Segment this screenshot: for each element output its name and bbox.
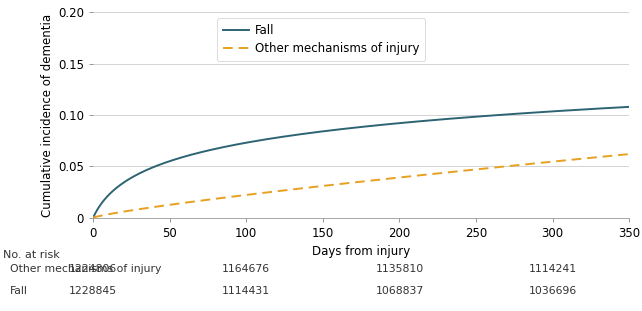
Text: 1224806: 1224806	[69, 264, 117, 274]
Other mechanisms of injury	[89, 216, 97, 220]
Other mechanisms of injury	[150, 205, 158, 209]
Text: Other mechanisms of injury: Other mechanisms of injury	[10, 264, 161, 274]
Text: 1164676: 1164676	[222, 264, 270, 274]
Other mechanisms of injury	[318, 184, 325, 188]
Fall	[295, 132, 302, 136]
Text: No. at risk: No. at risk	[3, 250, 60, 260]
Other mechanisms of injury	[295, 187, 302, 191]
Fall	[182, 154, 190, 158]
Text: 1114241: 1114241	[528, 264, 577, 274]
Text: 1068837: 1068837	[376, 286, 424, 296]
Text: Fall: Fall	[10, 286, 28, 296]
Line: Other mechanisms of injury: Other mechanisms of injury	[93, 154, 629, 218]
Fall	[318, 130, 325, 133]
Text: 1114431: 1114431	[222, 286, 270, 296]
Text: 1135810: 1135810	[376, 264, 424, 274]
Text: 1036696: 1036696	[528, 286, 577, 296]
Line: Fall: Fall	[93, 107, 629, 218]
Fall	[89, 216, 97, 220]
Other mechanisms of injury	[182, 201, 190, 204]
Other mechanisms of injury	[625, 152, 633, 156]
Y-axis label: Cumulative incidence of dementia: Cumulative incidence of dementia	[41, 13, 54, 217]
Legend: Fall, Other mechanisms of injury: Fall, Other mechanisms of injury	[217, 18, 425, 61]
Other mechanisms of injury	[615, 153, 623, 157]
Fall	[150, 165, 158, 169]
Fall	[615, 105, 623, 109]
Text: 1228845: 1228845	[69, 286, 117, 296]
Fall	[557, 109, 565, 113]
Other mechanisms of injury	[557, 159, 565, 163]
Fall	[625, 105, 633, 109]
X-axis label: Days from injury: Days from injury	[312, 245, 410, 258]
